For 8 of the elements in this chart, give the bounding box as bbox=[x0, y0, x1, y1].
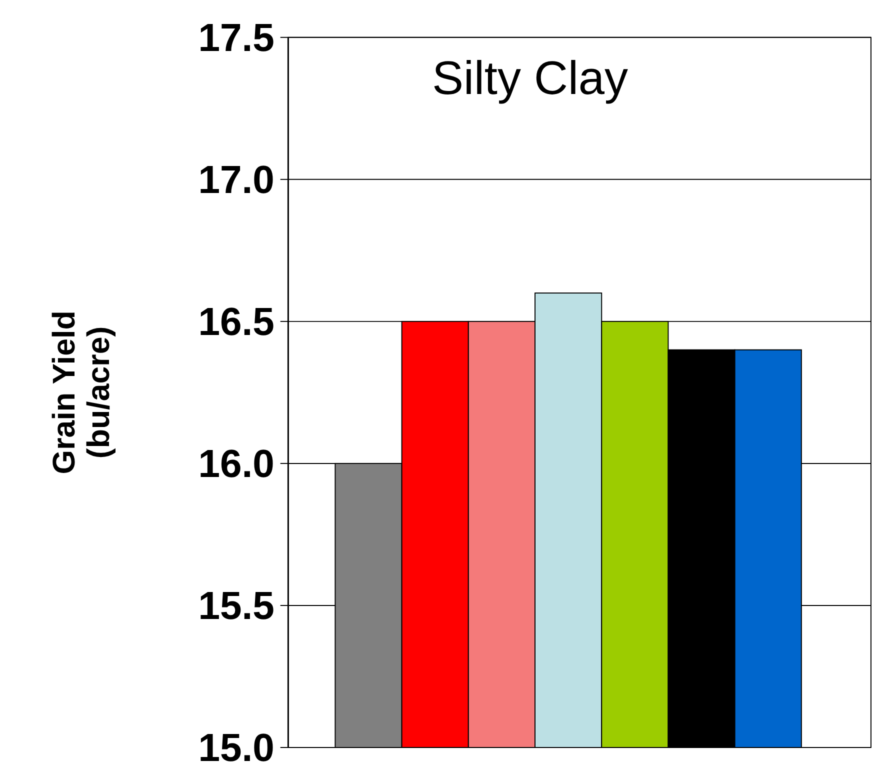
y-axis-title: Grain Yield (bu/acre) bbox=[46, 310, 116, 474]
y-tick-label: 15.0 bbox=[198, 727, 274, 770]
y-tick-label: 15.5 bbox=[198, 585, 274, 628]
chart-title: Silty Clay bbox=[432, 51, 629, 104]
y-tick-label: 17.0 bbox=[198, 159, 274, 202]
y-tick-label: 17.5 bbox=[198, 17, 274, 60]
y-tick-label: 16.5 bbox=[198, 301, 274, 344]
y-tick-label: 16.0 bbox=[198, 443, 274, 486]
